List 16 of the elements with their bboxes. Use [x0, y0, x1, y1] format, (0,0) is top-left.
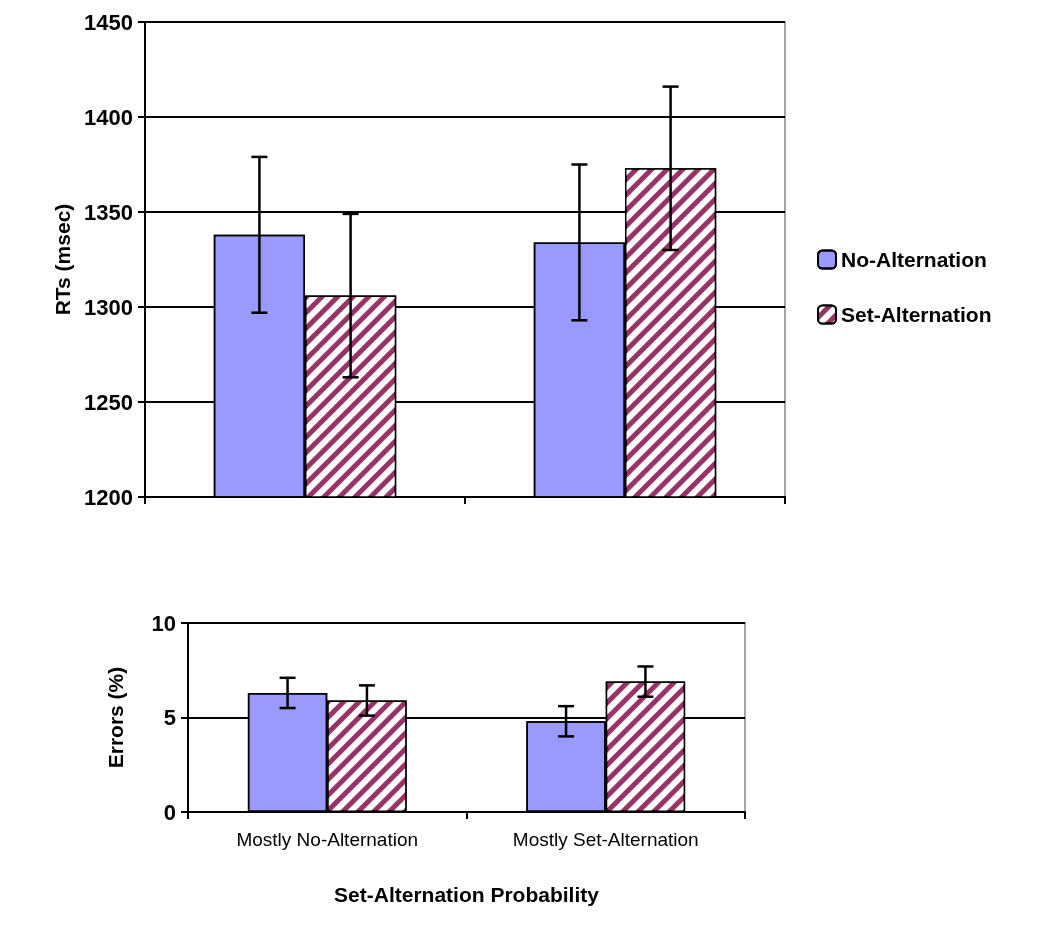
y-axis-title: RTs (msec)	[51, 203, 74, 316]
y-tick-label: 1200	[84, 484, 133, 510]
y-tick-label: 5	[163, 705, 176, 730]
y-tick-label: 1400	[84, 104, 133, 130]
x-tick-label: Mostly Set-Alternation	[512, 829, 699, 850]
legend-label: No-Alternation	[841, 248, 987, 271]
legend-label: Set-Alternation	[841, 303, 992, 326]
y-tick-label: 10	[151, 610, 176, 636]
y-tick-label: 1450	[84, 9, 133, 35]
y-tick-label: 0	[163, 799, 176, 825]
y-axis-title: Errors (%)	[104, 666, 127, 769]
y-tick-label: 1350	[84, 199, 133, 225]
y-tick-label: 1300	[84, 294, 133, 320]
x-axis-title: Set-Alternation Probability	[334, 883, 600, 906]
y-tick-label: 1250	[84, 389, 133, 415]
x-tick-label: Mostly No-Alternation	[236, 829, 419, 850]
